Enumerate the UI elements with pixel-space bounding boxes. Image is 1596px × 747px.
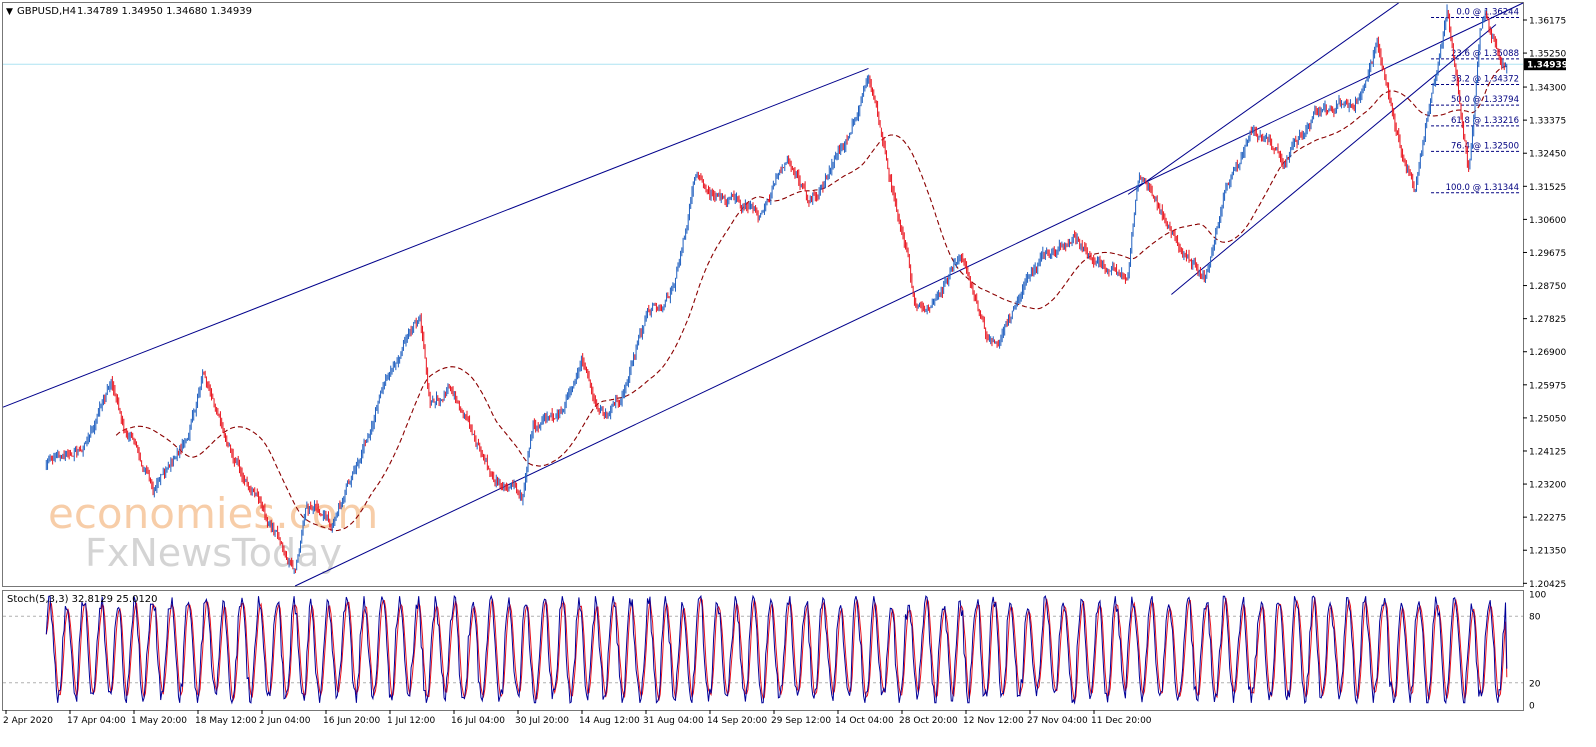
stoch-tick-label: 80 <box>1529 613 1541 623</box>
time-tick-label: 2 Jun 04:00 <box>259 716 311 726</box>
time-tick-label: 28 Oct 20:00 <box>899 716 958 726</box>
price-tick-label: 1.35250 <box>1529 50 1566 60</box>
ohlc-label: 1.34789 1.34950 1.34680 1.34939 <box>77 6 252 17</box>
price-tick-label: 1.26900 <box>1529 348 1566 358</box>
time-tick-label: 18 May 12:00 <box>195 716 257 726</box>
stoch-tick-label: 100 <box>1529 591 1546 601</box>
watermark-fxnewstoday: FxNewsToday <box>85 531 342 575</box>
main-pane-frame <box>2 2 1524 587</box>
price-tick-label: 1.21350 <box>1529 547 1566 557</box>
time-tick-label: 16 Jun 20:00 <box>323 716 380 726</box>
time-tick-label: 12 Nov 12:00 <box>963 716 1024 726</box>
price-tick-label: 1.23200 <box>1529 481 1566 491</box>
time-tick-label: 11 Dec 20:00 <box>1091 716 1152 726</box>
moving-average-line <box>115 65 1507 532</box>
trend-line[interactable] <box>294 2 1524 587</box>
price-tick-label: 1.34300 <box>1529 84 1566 94</box>
stoch-tick-label: 20 <box>1529 679 1541 689</box>
trend-channels[interactable] <box>2 2 1524 587</box>
fib-level-label: 100.0 @ 1.31344 <box>1446 183 1519 193</box>
fib-level-label: 61.8 @ 1.33216 <box>1451 116 1519 126</box>
dropdown-triangle-icon[interactable]: ▼ <box>6 7 13 17</box>
stochastic-oscillator <box>3 594 1523 705</box>
time-tick-label: 29 Sep 12:00 <box>771 716 831 726</box>
price-tick-label: 1.30600 <box>1529 216 1566 226</box>
trend-line[interactable] <box>1171 24 1497 295</box>
time-tick-label: 14 Oct 04:00 <box>835 716 894 726</box>
fib-level-label: 50.0 @ 1.33794 <box>1451 95 1519 105</box>
price-tick-label: 1.24125 <box>1529 447 1566 457</box>
time-tick-label: 14 Aug 12:00 <box>579 716 640 726</box>
stoch-main-line <box>45 594 1508 705</box>
axes: 1.36175 1.35250 1.34300 1.33375 1.32450 1.315… <box>3 16 1568 726</box>
time-tick-label: 14 Sep 20:00 <box>707 716 767 726</box>
fib-level-label: 76.4 @ 1.32500 <box>1451 141 1519 151</box>
time-tick-label: 16 Jul 04:00 <box>451 716 505 726</box>
price-tick-label: 1.25050 <box>1529 414 1566 424</box>
time-tick-label: 2 Apr 2020 <box>3 716 53 726</box>
price-tick-label: 1.28750 <box>1529 282 1566 292</box>
price-tick-label: 1.25975 <box>1529 381 1566 391</box>
time-tick-label: 30 Jul 20:00 <box>515 716 569 726</box>
time-tick-label: 17 Apr 04:00 <box>67 716 126 726</box>
trend-line[interactable] <box>2 67 869 408</box>
time-tick-label: 31 Aug 04:00 <box>643 716 704 726</box>
moving-average-path <box>115 65 1507 532</box>
price-tick-label: 1.36175 <box>1529 16 1566 26</box>
price-tick-label: 1.20425 <box>1529 580 1566 590</box>
time-tick-label: 27 Nov 04:00 <box>1027 716 1088 726</box>
fibonacci-retracement[interactable]: 0.0 @ 1.36244 23.6 @ 1.35088 38.2 @ 1.3437… <box>1431 8 1521 194</box>
price-tick-label: 1.32450 <box>1529 150 1566 160</box>
price-tick-label: 1.33375 <box>1529 117 1566 127</box>
time-tick-label: 1 May 20:00 <box>131 716 187 726</box>
stoch-label: Stoch(5,3,3) 32.8129 25.0120 <box>7 594 158 605</box>
fib-level-label: 0.0 @ 1.36244 <box>1456 8 1519 18</box>
price-tick-label: 1.27825 <box>1529 315 1566 325</box>
candlestick-series <box>45 4 1508 574</box>
time-tick-label: 1 Jul 12:00 <box>387 716 436 726</box>
price-tick-label: 1.22275 <box>1529 514 1566 524</box>
price-tick-label: 1.29675 <box>1529 249 1566 259</box>
trend-line[interactable] <box>1127 2 1399 195</box>
price-tick-label: 1.31525 <box>1529 183 1566 193</box>
fib-level-label: 23.6 @ 1.35088 <box>1451 49 1519 59</box>
fib-level-label: 38.2 @ 1.34372 <box>1451 74 1519 84</box>
stoch-tick-label: 0 <box>1529 702 1535 712</box>
current-price-tag <box>1524 58 1566 71</box>
current-price-label: 1.34939 <box>1527 61 1568 71</box>
symbol-label: GBPUSD,H4 <box>17 6 76 17</box>
